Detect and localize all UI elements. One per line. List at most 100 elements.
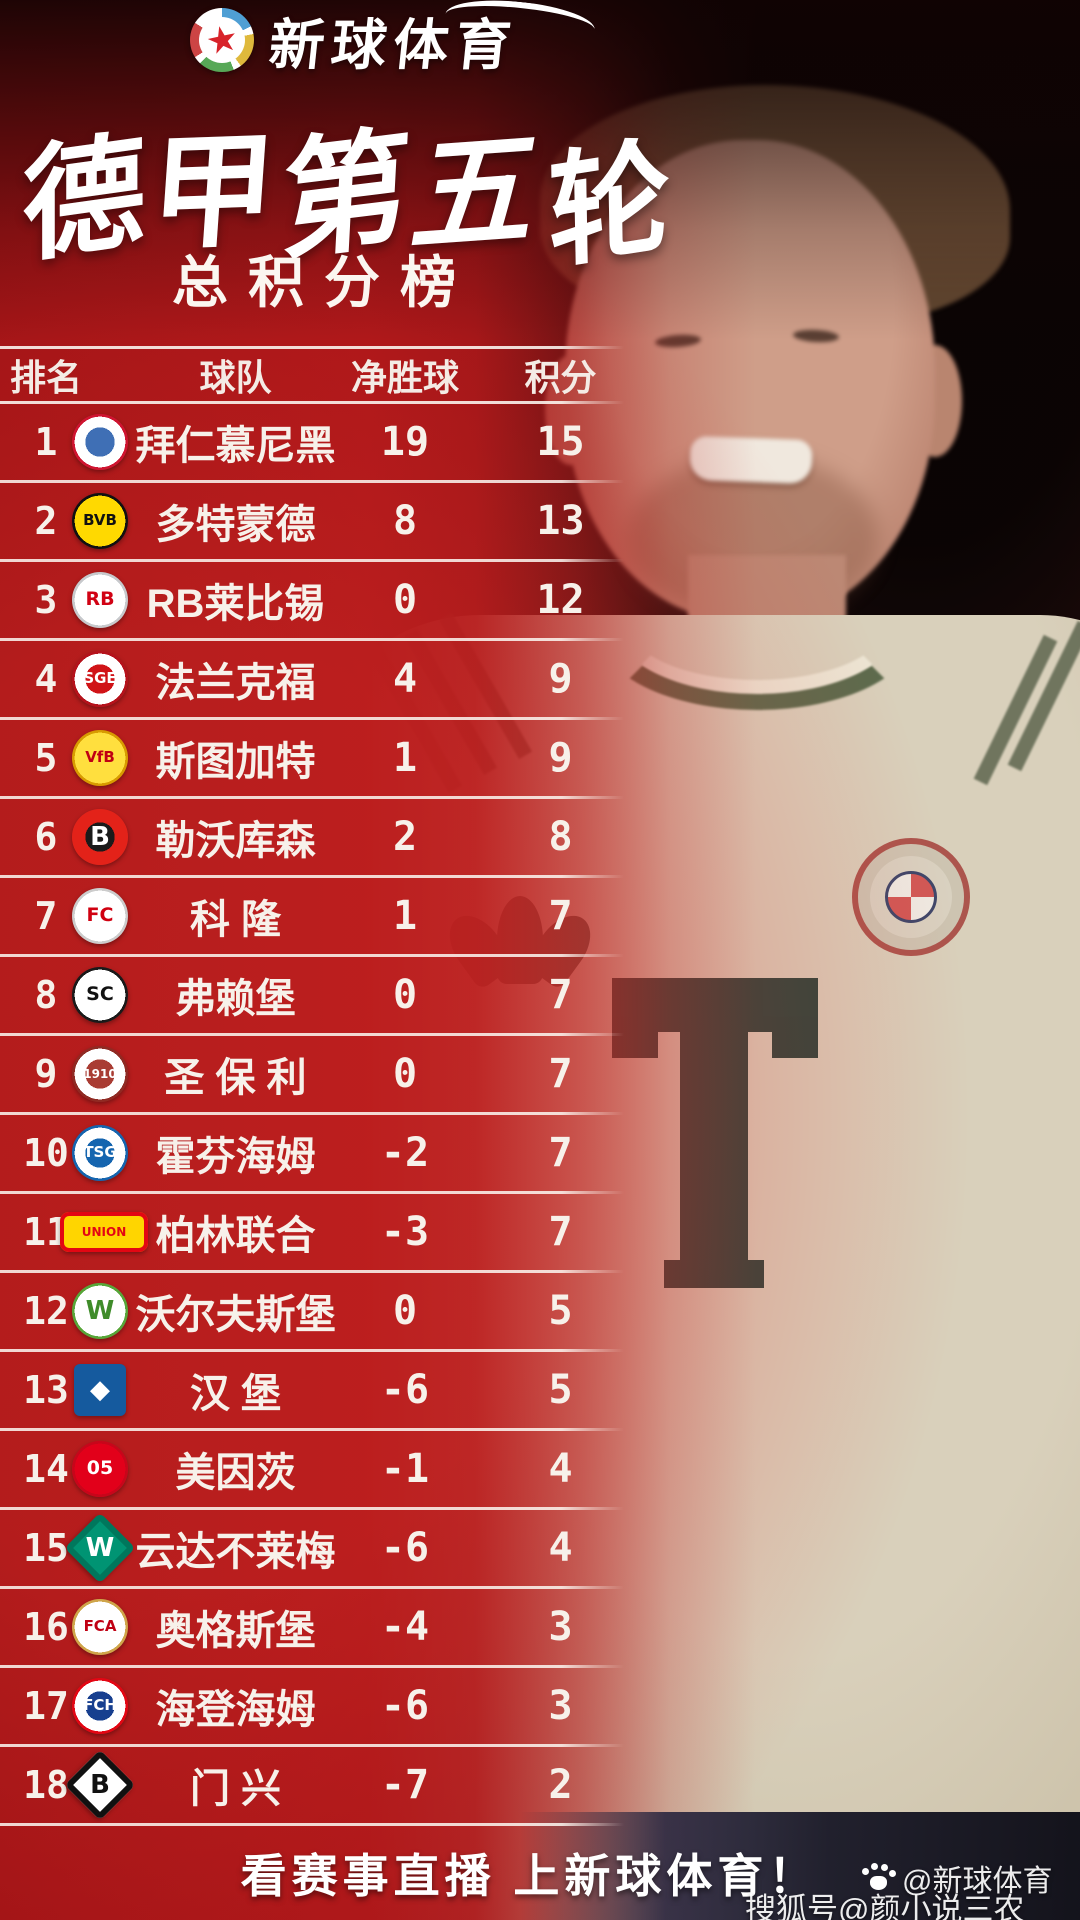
- goal-diff-value: 1: [392, 892, 418, 939]
- title-char: 德: [22, 120, 152, 278]
- points-value: 9: [548, 655, 573, 702]
- goal-diff-value: 0: [392, 576, 418, 623]
- points-value: 4: [548, 1445, 573, 1492]
- team-name: RB莱比锡: [146, 581, 325, 626]
- team-name: 奥格斯堡: [155, 1608, 316, 1653]
- team-logo-icon: B: [72, 808, 128, 865]
- goal-diff-value: 19: [380, 418, 430, 465]
- team-name: 柏林联合: [155, 1213, 316, 1258]
- team-logo-icon: RB: [72, 571, 128, 628]
- team-name: 美因茨: [175, 1450, 296, 1495]
- rank-value: 3: [34, 577, 58, 622]
- rank-value: 4: [34, 656, 58, 701]
- team-name: 法兰克福: [155, 660, 316, 705]
- goal-diff-value: -7: [380, 1761, 430, 1808]
- goal-diff-value: 1: [392, 734, 418, 781]
- goal-diff-value: -6: [380, 1524, 430, 1571]
- points-value: 13: [536, 497, 585, 544]
- points-value: 9: [548, 734, 573, 781]
- points-value: 7: [548, 1050, 573, 1097]
- rank-value: 7: [34, 893, 58, 938]
- header-rank: 排名: [9, 357, 82, 398]
- table-row: 8 SC 弗赖堡 0 7: [0, 955, 1080, 1036]
- brand-watermark: @新球体育: [860, 1856, 1052, 1900]
- table-row: 3 RB RB莱比锡 0 12: [0, 560, 1080, 641]
- goal-diff-value: -3: [380, 1208, 430, 1255]
- team-logo-icon: [72, 413, 128, 470]
- rank-value: 17: [23, 1683, 69, 1728]
- table-row: 4 SGE 法兰克福 4 9: [0, 639, 1080, 720]
- team-name: 勒沃库森: [155, 818, 316, 863]
- rank-value: 13: [23, 1367, 69, 1412]
- team-logo-icon: SGE: [72, 650, 128, 707]
- team-name: 沃尔夫斯堡: [135, 1292, 336, 1337]
- table-row: 12 W 沃尔夫斯堡 0 5: [0, 1271, 1080, 1352]
- table-row: 6 B 勒沃库森 2 8: [0, 797, 1080, 878]
- points-value: 7: [548, 892, 573, 939]
- points-value: 12: [536, 576, 585, 623]
- goal-diff-value: -4: [380, 1603, 430, 1650]
- team-logo-icon: FCH: [72, 1677, 128, 1734]
- page-subtitle: 总积分榜: [172, 251, 476, 314]
- team-name: 弗赖堡: [175, 976, 296, 1021]
- brand-header: ★ 新球体育: [190, 0, 597, 76]
- team-name: 汉 堡: [189, 1371, 282, 1416]
- points-value: 3: [548, 1603, 573, 1650]
- points-value: 3: [548, 1682, 573, 1729]
- goal-diff-value: 0: [392, 1287, 418, 1334]
- rank-value: 5: [34, 735, 58, 780]
- team-name: 云达不莱梅: [135, 1529, 336, 1574]
- points-value: 7: [548, 971, 573, 1018]
- brand-watermark-text: @新球体育: [902, 1865, 1053, 1898]
- team-name: 海登海姆: [155, 1687, 316, 1732]
- header-team: 球队: [199, 357, 272, 398]
- team-name: 霍芬海姆: [155, 1134, 316, 1179]
- soccer-ball-star-icon: ★: [190, 8, 254, 72]
- team-logo-icon: BVB: [72, 492, 128, 549]
- team-logo-icon: SC: [72, 966, 128, 1023]
- team-name: 门 兴: [189, 1766, 282, 1811]
- table-row: 13 ◆ 汉 堡 -6 5: [0, 1350, 1080, 1431]
- rank-value: 18: [23, 1762, 69, 1807]
- team-logo-icon: 05: [72, 1440, 128, 1497]
- team-name: 科 隆: [189, 897, 282, 942]
- team-logo-icon: TSG: [72, 1124, 128, 1181]
- team-logo-icon: UNION: [60, 1211, 148, 1252]
- divider-line: [0, 346, 624, 349]
- team-name: 拜仁慕尼黑: [135, 423, 336, 468]
- rank-value: 16: [23, 1604, 69, 1649]
- footer-slogan: 看赛事直播 上新球体育！: [240, 1850, 820, 1902]
- goal-diff-value: 2: [392, 813, 418, 860]
- goal-diff-value: -2: [380, 1129, 430, 1176]
- points-value: 5: [548, 1287, 573, 1334]
- table-row: 15 W 云达不莱梅 -6 4: [0, 1508, 1080, 1589]
- team-name: 斯图加特: [155, 739, 316, 784]
- points-value: 7: [548, 1208, 573, 1255]
- goal-diff-value: 8: [392, 497, 418, 544]
- table-row: 5 VfB 斯图加特 1 9: [0, 718, 1080, 799]
- rank-value: 2: [34, 498, 58, 543]
- points-value: 7: [548, 1129, 573, 1176]
- rank-value: 6: [34, 814, 58, 859]
- goal-diff-value: -6: [380, 1366, 430, 1413]
- header-goal-diff: 净胜球: [350, 357, 459, 398]
- goal-diff-value: 0: [392, 971, 418, 1018]
- goal-diff-value: 4: [392, 655, 418, 702]
- team-logo-icon: W: [64, 1512, 136, 1583]
- rank-value: 12: [23, 1288, 69, 1333]
- team-logo-icon: FCA: [72, 1598, 128, 1655]
- table-row: 2 BVB 多特蒙德 8 13: [0, 481, 1080, 562]
- team-logo-icon: ◆: [72, 1362, 128, 1418]
- points-value: 2: [548, 1761, 573, 1808]
- points-value: 15: [536, 418, 585, 465]
- table-row: 17 FCH 海登海姆 -6 3: [0, 1666, 1080, 1747]
- rank-value: 8: [34, 972, 58, 1017]
- team-name: 圣 保 利: [164, 1055, 307, 1100]
- table-row: 16 FCA 奥格斯堡 -4 3: [0, 1587, 1080, 1668]
- table-row: 11 UNION 柏林联合 -3 7: [0, 1192, 1080, 1273]
- paw-icon: [860, 1863, 896, 1893]
- table-row: 7 FC 科 隆 1 7: [0, 876, 1080, 957]
- table-row: 18 B 门 兴 -7 2: [0, 1745, 1080, 1826]
- sohu-watermark: 搜狐号@颜小说三农: [745, 1892, 1025, 1920]
